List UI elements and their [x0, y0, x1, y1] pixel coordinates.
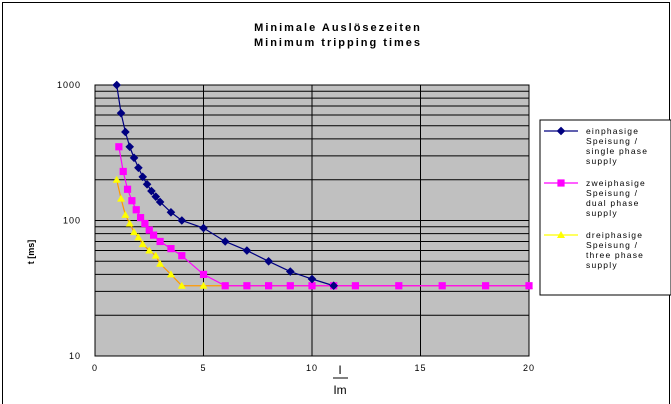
data-point [395, 282, 403, 290]
data-point [166, 270, 175, 278]
data-point [141, 219, 149, 228]
data-point [243, 282, 251, 290]
x-tick-label: 10 [306, 363, 318, 373]
data-point [438, 282, 446, 290]
data-point [117, 194, 126, 202]
legend-label: zweiphasige [586, 178, 646, 188]
data-point [149, 231, 158, 239]
legend-label: dual phase [586, 198, 640, 208]
data-point [177, 281, 186, 289]
data-point [132, 206, 140, 214]
data-point [525, 282, 533, 290]
data-point [125, 219, 134, 227]
legend-label: supply [586, 208, 618, 218]
y-tick-label: 1000 [57, 80, 81, 90]
x-axis-label-denominator: Im [333, 383, 346, 397]
x-tick-label: 15 [414, 363, 426, 373]
data-point [112, 80, 122, 90]
y-tick-label: 10 [69, 351, 81, 361]
data-point [285, 267, 295, 276]
data-point [130, 228, 139, 236]
data-point [308, 282, 316, 290]
data-point [128, 197, 136, 205]
data-point [151, 192, 161, 201]
data-point [136, 214, 145, 222]
data-point [125, 142, 135, 152]
x-tick-label: 0 [92, 363, 98, 373]
grid-lines [95, 85, 529, 356]
legend-label: Speisung / [586, 240, 638, 250]
legend-label: Speisung / [586, 188, 638, 198]
data-point [221, 282, 229, 290]
data-point [156, 237, 164, 246]
legend-label: einphasige [586, 126, 639, 136]
data-point [482, 282, 490, 290]
data-point [177, 216, 187, 225]
data-point [116, 108, 126, 118]
data-point [151, 251, 160, 259]
data-point [557, 231, 565, 238]
data-point [121, 127, 130, 137]
data-point [264, 256, 273, 266]
data-point [199, 270, 208, 279]
legend-label: supply [586, 156, 618, 166]
data-point [329, 281, 339, 291]
data-point [307, 274, 317, 284]
legend-label: dreiphasige [586, 230, 643, 240]
legend-box [539, 119, 671, 296]
data-point [119, 167, 127, 176]
data-point [220, 237, 230, 246]
data-point [142, 179, 152, 189]
data-point [286, 282, 294, 290]
data-point [121, 210, 130, 218]
data-point [129, 153, 139, 163]
y-tick-label: 100 [63, 216, 81, 226]
data-point [199, 223, 208, 233]
data-point [556, 126, 566, 136]
data-point [178, 252, 186, 260]
y-axis-label: t [ms] [26, 240, 36, 265]
data-point [145, 246, 154, 254]
x-tick-label: 20 [523, 363, 535, 373]
data-point [242, 246, 252, 255]
data-point [138, 240, 147, 248]
legend-label: three phase [586, 250, 644, 260]
data-point [156, 259, 165, 267]
data-point [557, 179, 565, 187]
legend-label: Speisung / [586, 136, 638, 146]
legend-label: single phase [586, 146, 648, 156]
data-point [166, 207, 176, 217]
data-point [199, 281, 208, 289]
data-point [167, 245, 175, 253]
data-point [145, 226, 153, 234]
x-tick-label: 5 [200, 363, 206, 373]
data-point [115, 143, 123, 151]
tick-labels: 0 5 10 15 20 10 100 1000 [57, 80, 535, 373]
data-point [138, 172, 148, 182]
data-point [123, 185, 132, 193]
data-point [134, 163, 143, 173]
data-point [147, 186, 156, 196]
legend-label: supply [586, 260, 618, 270]
series-group [112, 80, 533, 291]
data-point [351, 282, 359, 290]
x-axis-label-numerator: I [338, 363, 341, 377]
data-point [134, 233, 143, 241]
data-point [155, 197, 165, 207]
chart-subtitle: Minimum tripping times [254, 37, 422, 49]
data-point [112, 175, 121, 183]
data-point [265, 282, 273, 290]
plot-border [94, 84, 530, 357]
chart-title: Minimale Auslösezeiten [254, 22, 422, 34]
